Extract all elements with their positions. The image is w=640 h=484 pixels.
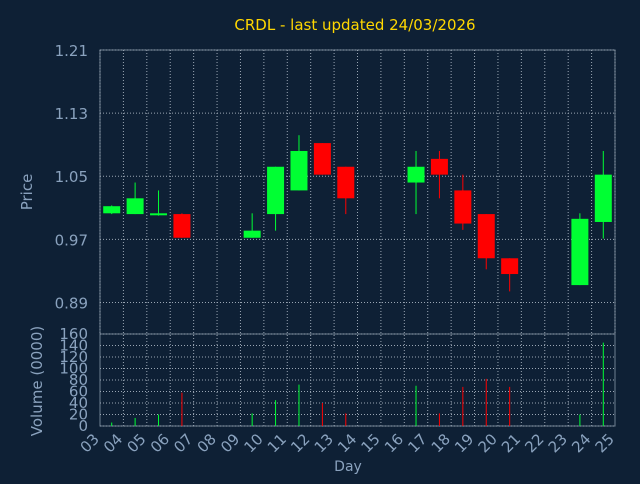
candle-body <box>150 213 168 216</box>
price-axis-label: Price <box>18 174 36 211</box>
price-panel: 1.21 1.13 1.05 0.97 0.89 <box>55 42 616 426</box>
candle-body <box>594 174 612 222</box>
volume-tick-label: 40 <box>69 394 88 412</box>
price-tick-label: 1.21 <box>55 42 88 60</box>
candle-body <box>126 198 144 215</box>
price-plot-frame <box>99 49 616 335</box>
candle-body <box>407 166 425 183</box>
candle-body <box>337 166 355 199</box>
candle-body <box>477 214 495 259</box>
price-tick-label: 0.97 <box>55 231 88 249</box>
volume-tick-label: 80 <box>69 371 88 389</box>
volume-tick-label: 60 <box>69 383 88 401</box>
chart-title: CRDL - last updated 24/03/2026 <box>234 16 475 34</box>
candle-body <box>243 230 261 238</box>
volume-tick-label: 120 <box>59 348 88 366</box>
candle-body <box>571 218 589 286</box>
volume-tick-label: 20 <box>69 406 88 424</box>
candle-body <box>501 258 519 275</box>
candle-body <box>454 190 472 224</box>
volume-tick-label: 140 <box>59 337 88 355</box>
candle-body <box>430 158 448 175</box>
candle-body <box>290 150 308 191</box>
candle-body <box>103 206 121 214</box>
volume-tick-label: 100 <box>59 360 88 378</box>
volume-axis-label: Volume (0000) <box>28 326 46 436</box>
price-tick-label: 0.89 <box>55 294 88 312</box>
volume-tick-label: 0 <box>78 417 88 435</box>
x-tick-labels: 0304050607080910111213141516171819202122… <box>77 430 618 456</box>
price-tick-label: 1.13 <box>55 105 88 123</box>
candle-body <box>173 214 191 238</box>
day-axis-label: Day <box>334 459 362 475</box>
volume-tick-label: 160 <box>59 325 88 343</box>
price-tick-label: 1.05 <box>55 168 88 186</box>
candle-body <box>267 166 285 215</box>
candle-body <box>313 143 331 175</box>
